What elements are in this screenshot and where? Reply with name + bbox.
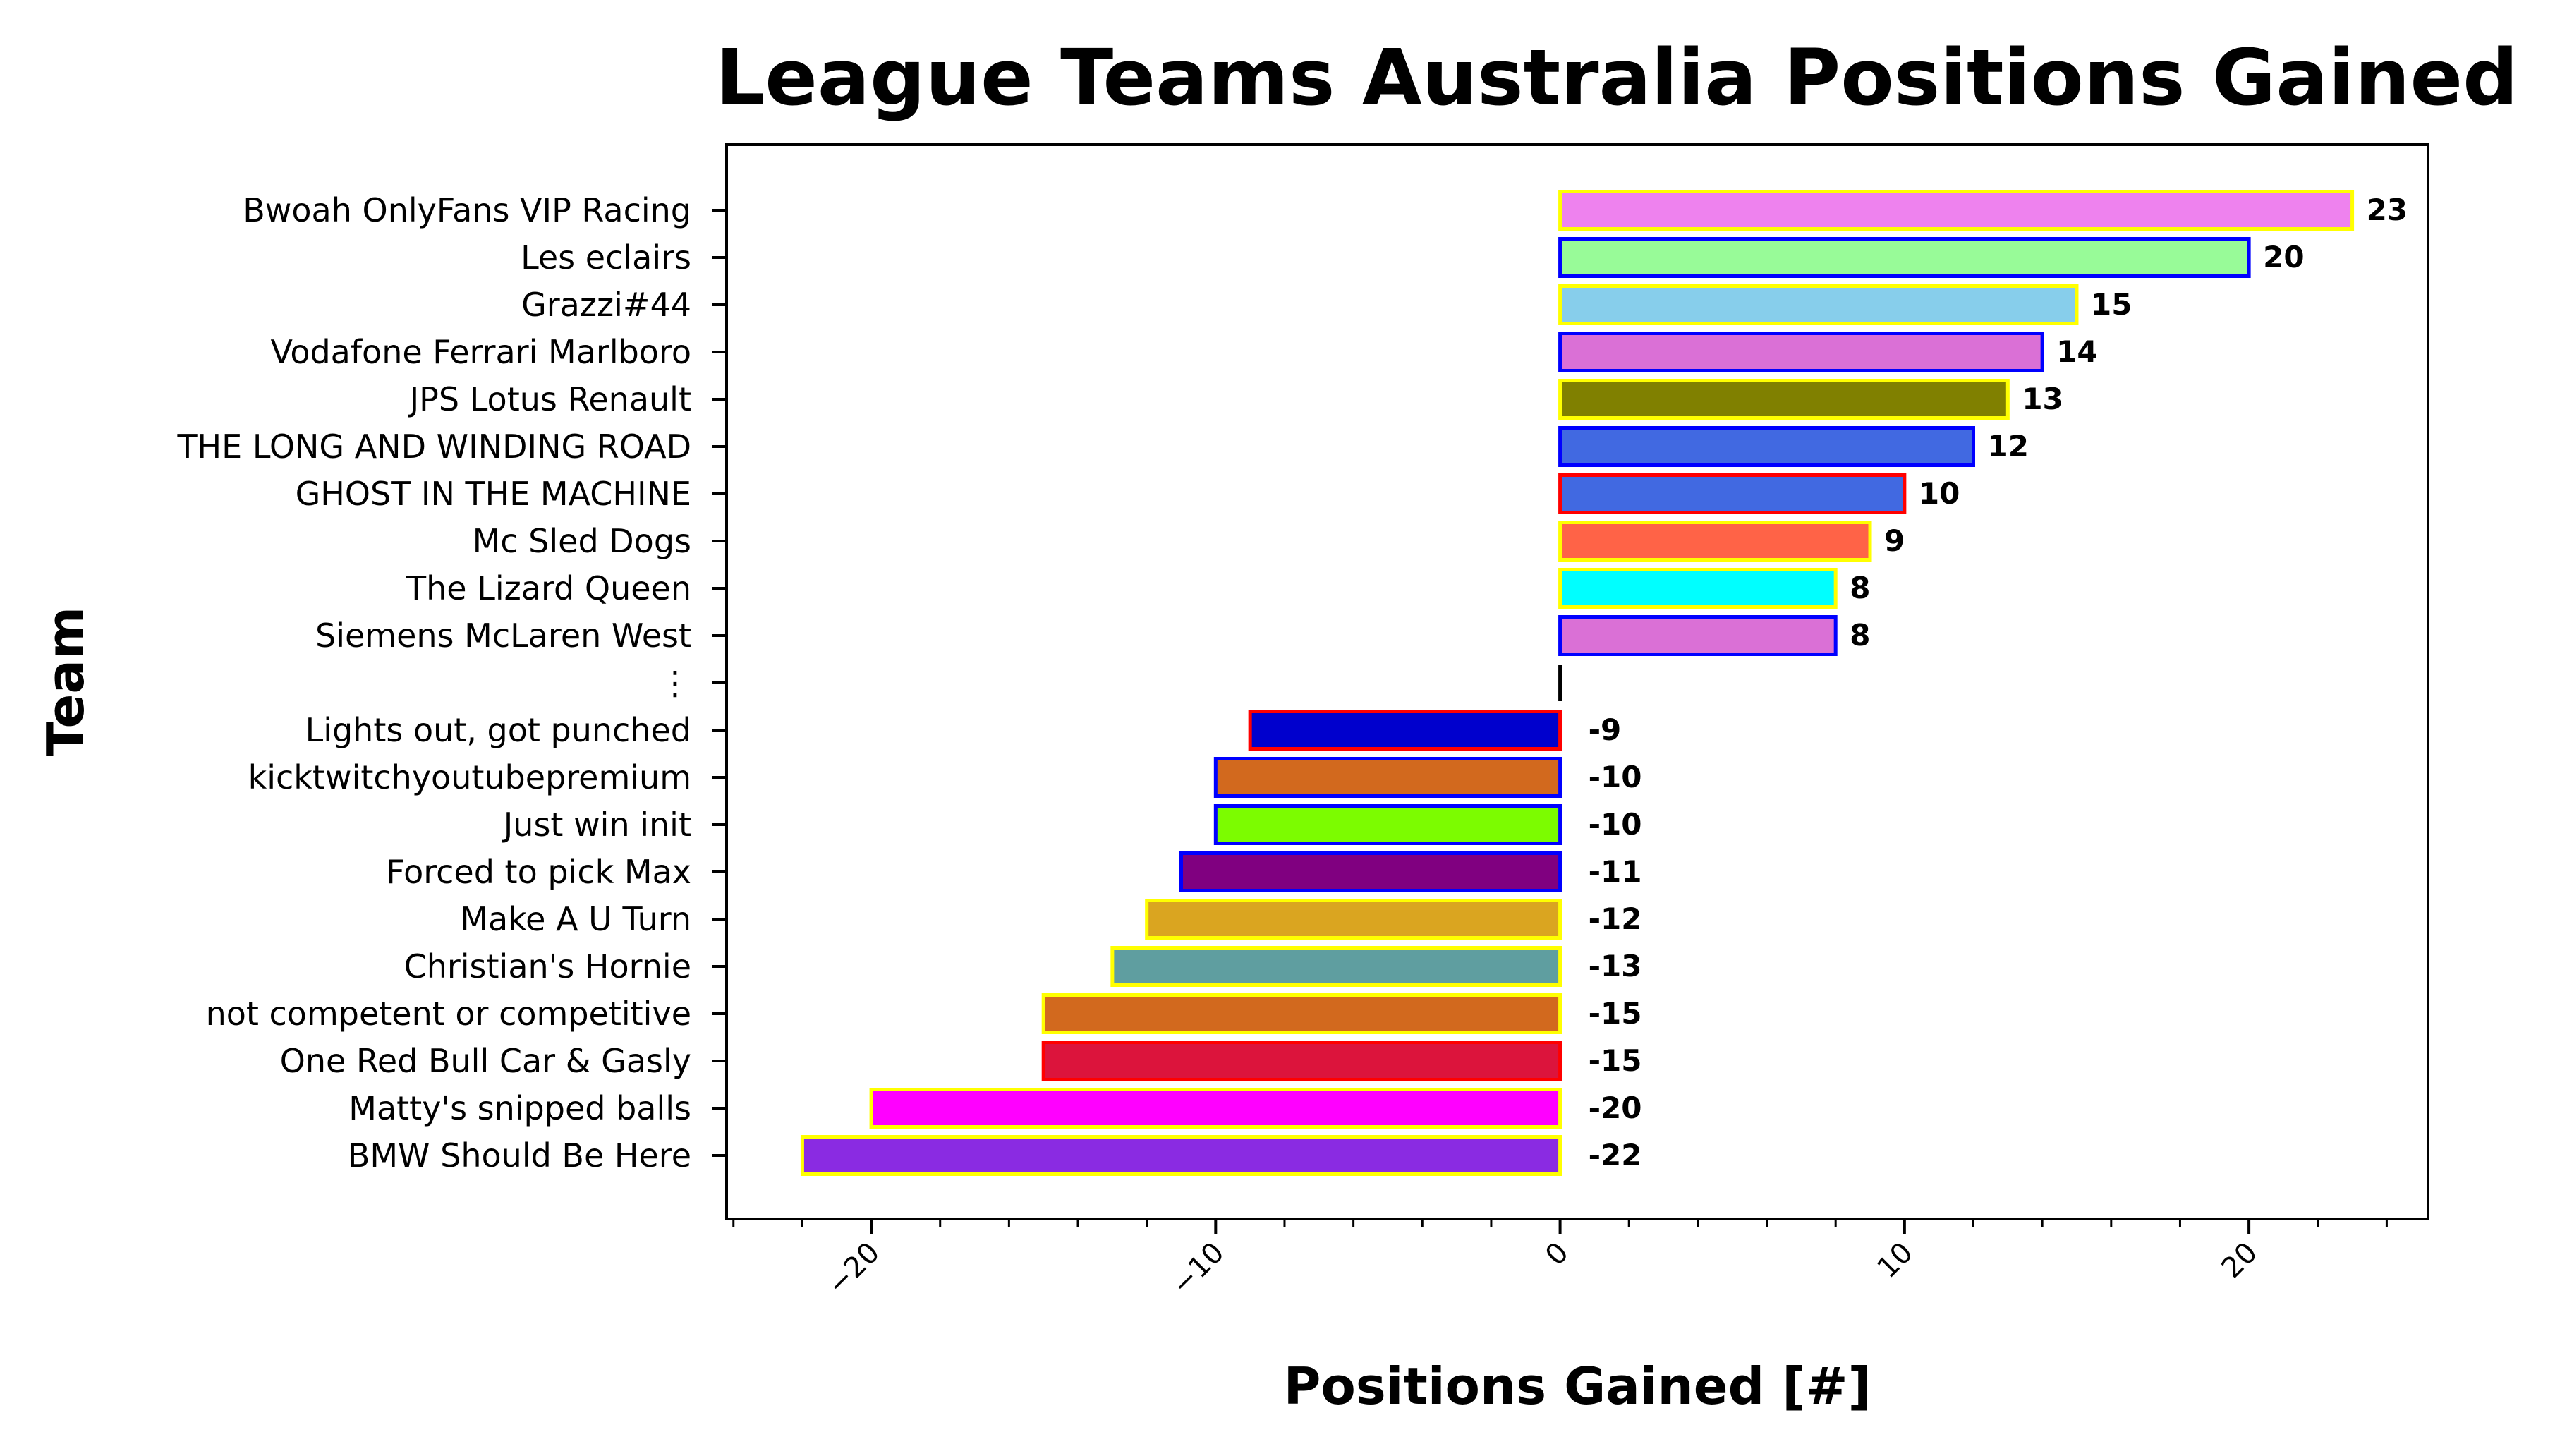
y-tick-label: Siemens McLaren West: [315, 617, 691, 655]
data-label: -12: [1589, 902, 1642, 936]
data-label: 8: [1850, 618, 1870, 653]
y-tick-label: One Red Bull Car & Gasly: [280, 1042, 691, 1080]
y-tick-label: Just win init: [502, 806, 691, 844]
data-label: 23: [2367, 193, 2408, 227]
data-label: 13: [2022, 382, 2063, 416]
bar: [1558, 379, 2010, 420]
bar: [1558, 521, 1872, 562]
y-tick-label: ⋮: [659, 664, 691, 702]
y-tick-label: The Lizard Queen: [406, 569, 691, 607]
data-label: -9: [1589, 712, 1622, 747]
x-tick-label: −20: [821, 1237, 886, 1302]
y-tick-label: Matty's snipped balls: [348, 1089, 691, 1127]
y-tick-label: kicktwitchyoutubepremium: [248, 758, 691, 796]
bar: [1248, 710, 1562, 751]
data-label: 12: [1987, 429, 2028, 463]
y-tick-label: GHOST IN THE MACHINE: [296, 475, 691, 513]
bar: [1558, 473, 1907, 514]
y-axis-label: Team: [36, 607, 95, 756]
bar: [1558, 615, 1838, 656]
y-tick-label: Christian's Hornie: [404, 947, 691, 985]
bar: [1179, 851, 1562, 892]
y-tick-label: THE LONG AND WINDING ROAD: [176, 427, 691, 466]
data-label: 8: [1850, 571, 1870, 605]
bar: [1041, 993, 1562, 1034]
y-tick-label: JPS Lotus Renault: [408, 380, 691, 418]
x-tick-label: −10: [1165, 1237, 1230, 1302]
x-axis-label: Positions Gained [#]: [1284, 1357, 1871, 1416]
data-label: -10: [1589, 760, 1642, 794]
bar: [1213, 804, 1562, 845]
x-tick-label: 10: [1871, 1237, 1919, 1285]
data-label: -11: [1589, 854, 1642, 889]
data-label: -10: [1589, 807, 1642, 842]
bar: [1145, 899, 1562, 940]
bar: [1110, 946, 1562, 987]
bar: [1558, 568, 1838, 609]
y-tick-label: Grazzi#44: [521, 286, 691, 324]
y-tick-label: Vodafone Ferrari Marlboro: [270, 333, 691, 371]
data-label: -22: [1589, 1138, 1642, 1172]
y-tick-label: Les eclairs: [521, 238, 691, 277]
data-label: -20: [1589, 1091, 1642, 1125]
data-label: 9: [1884, 523, 1905, 558]
data-label: -15: [1589, 1043, 1642, 1078]
y-tick-label: BMW Should Be Here: [348, 1136, 691, 1175]
x-tick-label: 0: [1539, 1237, 1575, 1273]
x-tick-label: 20: [2216, 1237, 2264, 1285]
bar: [1558, 332, 2044, 372]
y-tick-label: not competent or competitive: [206, 995, 691, 1033]
data-label: 10: [1919, 476, 1960, 511]
bar: [1558, 426, 1975, 467]
bar: [1213, 757, 1562, 798]
y-tick-label: Bwoah OnlyFans VIP Racing: [243, 191, 691, 229]
x-axis-ticks: −20 −10 0 10 20: [732, 1219, 2388, 1302]
data-label: -13: [1589, 949, 1642, 983]
y-tick-label: Lights out, got punched: [305, 711, 691, 749]
data-label: 20: [2263, 240, 2304, 274]
bar: [1558, 237, 2251, 278]
bars-group: [800, 190, 2355, 1176]
bar: [1558, 190, 2355, 231]
bar: [1041, 1041, 1562, 1081]
data-labels-group: 23201514131210988-9-10-10-11-12-13-15-15…: [1589, 193, 2408, 1172]
y-tick-label: Forced to pick Max: [386, 853, 691, 891]
y-axis-ticks: Bwoah OnlyFans VIP Racing Les eclairs Graz…: [176, 191, 727, 1175]
bar: [869, 1088, 1562, 1129]
data-label: 15: [2091, 287, 2132, 322]
bar: [1558, 284, 2079, 325]
chart-title: League Teams Australia Positions Gained: [715, 32, 2518, 123]
data-label: 14: [2056, 334, 2097, 369]
y-tick-label: Mc Sled Dogs: [473, 522, 691, 560]
y-tick-label: Make A U Turn: [460, 900, 691, 938]
data-label: -15: [1589, 996, 1642, 1031]
bar: [800, 1135, 1562, 1176]
